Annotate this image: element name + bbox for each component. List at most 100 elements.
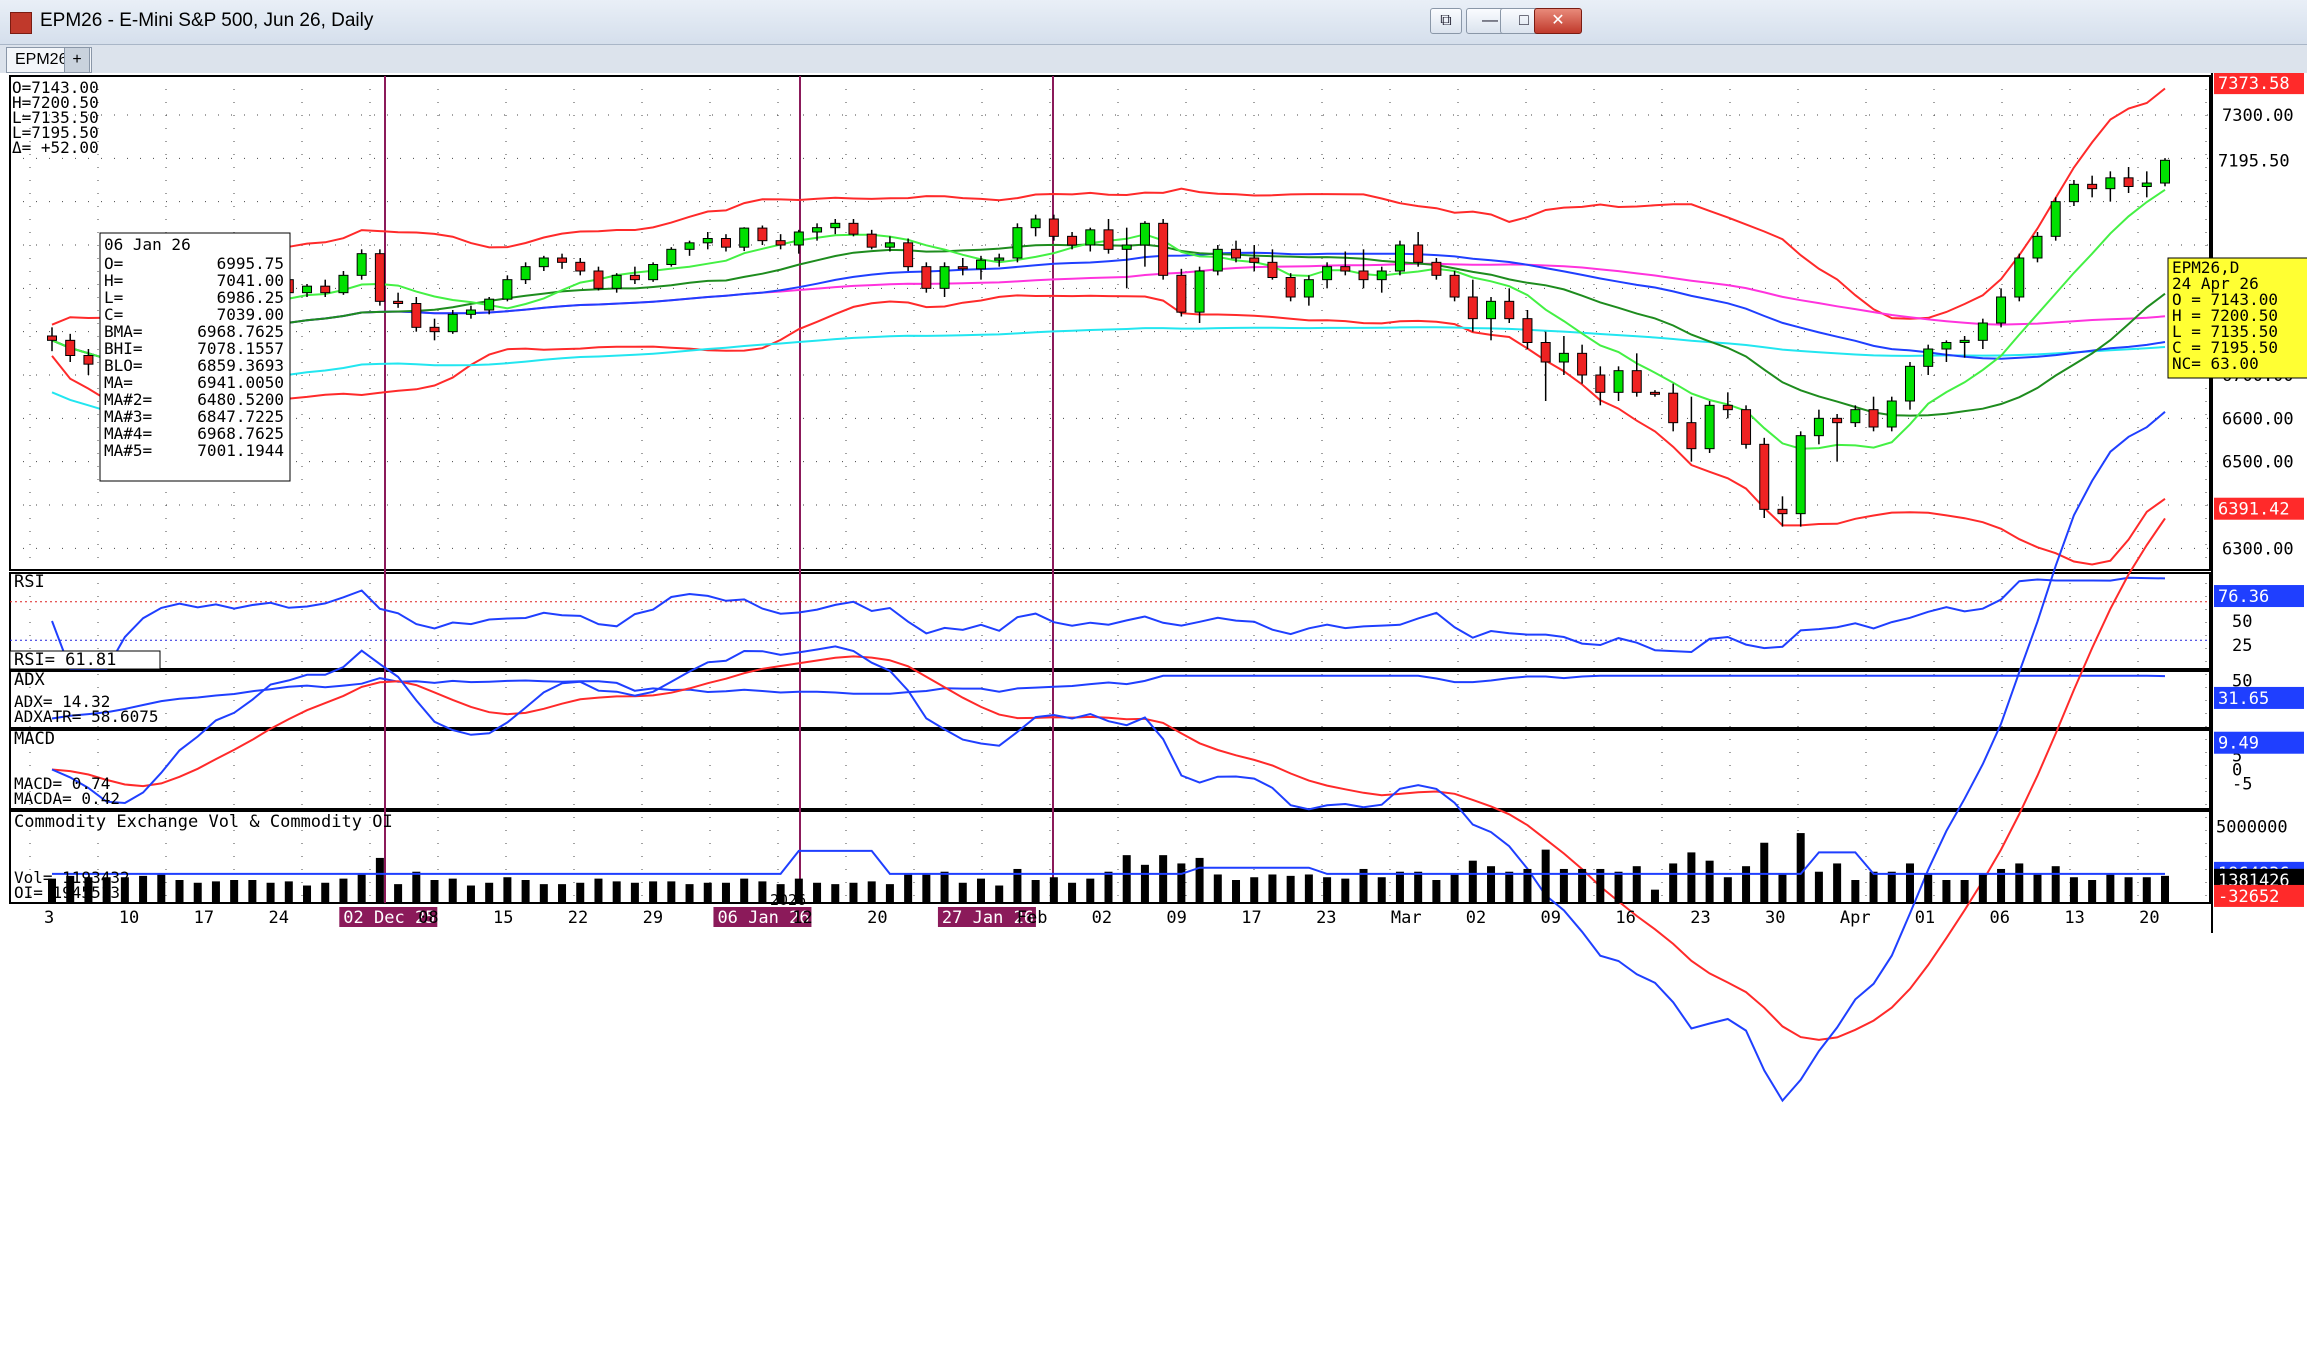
adx-readout: ADXATR= 58.6075 — [14, 707, 159, 726]
volume-bar — [630, 882, 639, 903]
candle-body — [1759, 443, 1770, 510]
candle-body — [1103, 229, 1114, 250]
date-label: 06 Jan 26 — [717, 908, 809, 928]
chart-area[interactable]: 7300.006800.006700.006600.006500.006300.… — [0, 73, 2307, 1369]
candle — [557, 253, 568, 269]
candle — [1467, 279, 1478, 332]
tooltip-date: 06 Jan 26 — [104, 235, 191, 254]
volume-bar — [139, 875, 148, 903]
tooltip-key: H= — [104, 271, 123, 290]
price-tick-label: 6300.00 — [2222, 539, 2294, 559]
volume-bar — [667, 881, 676, 903]
date-label: 22 — [568, 908, 588, 928]
candle — [1449, 271, 1460, 302]
candle — [1777, 496, 1788, 527]
candle — [1176, 268, 1187, 317]
volume-bar — [776, 884, 785, 903]
date-label: 08 — [418, 908, 438, 928]
candle-body — [1048, 218, 1059, 237]
candle — [1431, 258, 1442, 280]
add-tab-button[interactable]: + — [64, 47, 90, 73]
candle — [939, 262, 950, 297]
candle — [1722, 392, 1733, 419]
candle — [830, 219, 841, 235]
candle-body — [1777, 508, 1788, 515]
candle — [1686, 396, 1697, 462]
candle — [447, 310, 458, 334]
volume-bar — [1122, 855, 1131, 903]
rsi-tick: 50 — [2232, 612, 2252, 632]
price-tag: 7195.50 — [2218, 151, 2290, 171]
volume-tag-bg — [2214, 884, 2304, 907]
tooltip-value: 6968.7625 — [197, 322, 284, 341]
link-icon[interactable]: ⧉ — [1430, 8, 1462, 34]
candle-body — [702, 238, 713, 244]
volume-bar — [466, 885, 475, 903]
candle — [739, 227, 750, 252]
volume-bar — [1049, 877, 1058, 903]
candle-body — [939, 266, 950, 289]
volume-bar — [813, 882, 822, 903]
candle-body — [1850, 409, 1861, 424]
macd-tag-bg — [2214, 731, 2304, 754]
price-tick-label: 6500.00 — [2222, 453, 2294, 473]
candle-body — [1577, 352, 1588, 376]
volume-bar — [740, 878, 749, 903]
candle — [866, 229, 877, 250]
volume-bar — [102, 877, 111, 903]
volume-bar — [2124, 877, 2133, 903]
candle — [848, 219, 859, 237]
volume-bar — [1268, 874, 1277, 903]
volume-bar — [1031, 880, 1040, 903]
volume-bar — [685, 884, 694, 903]
close-button[interactable]: ✕ — [1534, 8, 1582, 34]
candle-body — [1194, 270, 1205, 313]
volume-bar — [375, 857, 384, 903]
volume-bar — [1487, 866, 1496, 903]
candle-body — [1358, 270, 1369, 281]
volume-bar — [1159, 855, 1168, 903]
volume-bar — [66, 875, 75, 903]
tooltip-key: BMA= — [104, 322, 143, 341]
volume-bar — [976, 878, 985, 903]
candle — [1103, 219, 1114, 254]
candle-body — [1722, 404, 1733, 411]
rsi-line — [51, 576, 2166, 670]
date-label: 02 — [1466, 908, 1486, 928]
tooltip-key: MA#4= — [104, 424, 152, 443]
candle-body — [338, 274, 349, 294]
candle — [1121, 227, 1132, 289]
volume-bar — [904, 873, 913, 903]
candle-body — [1941, 342, 1952, 350]
panel-rsi — [9, 572, 2211, 670]
candle-body — [320, 285, 331, 294]
candle — [1504, 288, 1515, 323]
rsi-title: RSI — [14, 572, 45, 592]
date-label: 02 — [1092, 908, 1112, 928]
candle — [593, 266, 604, 291]
candle-body — [1139, 222, 1150, 246]
tooltip-value: 6859.3693 — [197, 356, 284, 375]
candle-body — [1303, 279, 1314, 298]
candle-body — [393, 300, 404, 304]
candle — [1249, 245, 1260, 271]
candle — [2123, 167, 2134, 193]
candle-body — [739, 227, 750, 248]
date-label: 20 — [867, 908, 887, 928]
volume-bar — [1632, 866, 1641, 903]
candle-body — [2105, 177, 2116, 190]
candle-body — [2032, 235, 2043, 259]
candle-body — [1813, 417, 1824, 437]
volume-bar — [230, 880, 239, 903]
volume-bar — [1250, 877, 1259, 903]
volume-readout: OI= 1945513 — [14, 883, 120, 902]
volume-bar — [1942, 880, 1951, 903]
volume-bar — [1013, 868, 1022, 903]
candle-body — [593, 270, 604, 289]
volume-title: Commodity Exchange Vol & Commodity OI — [14, 812, 393, 832]
candle — [1231, 240, 1242, 263]
candle-body — [1413, 244, 1424, 263]
macd-signal-line — [51, 517, 2166, 1041]
volume-tick: 5000000 — [2216, 817, 2288, 837]
candle — [921, 262, 932, 293]
